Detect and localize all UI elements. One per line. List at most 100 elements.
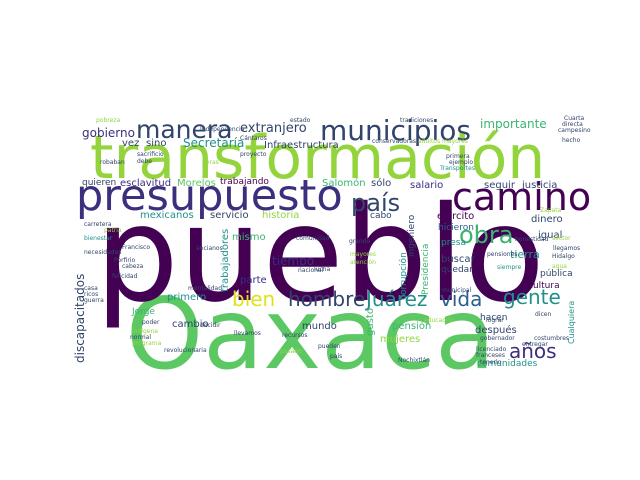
word-parte: parte	[240, 275, 267, 286]
word-zapata: Zapata	[540, 207, 562, 214]
word-obras: obras	[202, 159, 219, 166]
word-ejercito: ejército	[437, 210, 474, 222]
word-mundo: mundo	[302, 321, 337, 332]
word-indigena: indígena	[132, 328, 158, 335]
word-licenciado: licenciado	[476, 346, 507, 353]
word-normal: normal	[130, 334, 151, 341]
word-presupuesto: presupuesto	[76, 171, 343, 221]
word-trabajadores: trabajadores	[220, 229, 231, 292]
word-morelos: Morelos	[177, 178, 216, 189]
word-porfirio: Porfirio	[114, 257, 135, 264]
word-sector: sector	[552, 235, 571, 242]
word-patria: patria	[104, 227, 122, 234]
word-pobreza: pobreza	[96, 117, 120, 124]
word-primera: primera	[446, 153, 470, 160]
word-igual: igual	[538, 230, 562, 241]
word-oaxaca: Oaxaca	[126, 278, 495, 392]
word-estado: estado	[290, 117, 311, 124]
word-ejemplo: ejemplo	[449, 159, 473, 166]
word-salomon: Salomón	[322, 177, 366, 189]
word-extranjero: extranjero	[240, 121, 307, 136]
word-buscar: buscar	[441, 254, 476, 265]
word-dicen: dicen	[535, 311, 551, 318]
word-anos: años	[509, 339, 557, 363]
word-directa: directa	[562, 121, 583, 128]
word-recursos: recursos	[282, 332, 308, 339]
word-comunidad: comunidad	[296, 235, 330, 242]
word-hicieron: hicieron	[438, 223, 474, 233]
word-trabajando: trabajando	[220, 177, 269, 187]
word-quedar: quedar	[441, 265, 473, 275]
word-vez: vez	[122, 138, 139, 149]
word-independencia: Independencia	[200, 126, 245, 133]
word-despues: después	[475, 324, 517, 336]
word-pensiones: pensiones	[487, 251, 517, 258]
word-servicio: servicio	[210, 210, 249, 221]
word-salario: salario	[410, 180, 443, 191]
word-ingeniero: ingeniero	[407, 214, 417, 257]
word-comunidades: comunidades	[477, 359, 538, 369]
word-corrupcion: corrupción	[398, 252, 409, 300]
word-gusto: gusto	[365, 308, 376, 336]
word-pasado: pasado	[280, 348, 302, 355]
word-vida: vida	[440, 287, 482, 311]
word-hacen: hacen	[480, 313, 507, 323]
word-camino: camino	[452, 175, 591, 219]
word-honestidad: honestidad	[515, 236, 549, 243]
word-atencion: atención	[350, 259, 376, 266]
word-cabeza: cabeza	[122, 263, 144, 270]
word-tradiciones: tradiciones	[400, 117, 433, 124]
word-pension: pensión	[392, 320, 431, 332]
word-hidalgo: Hidalgo	[552, 253, 575, 260]
word-lucha: lucha	[314, 266, 331, 273]
word-casa: casa	[84, 285, 98, 292]
word-historia: historia	[262, 210, 299, 221]
word-nacional: nacional	[298, 267, 324, 274]
word-llegamos: llegamos	[553, 245, 580, 252]
word-gente: gente	[503, 285, 561, 309]
word-municipios: municipios	[320, 114, 471, 147]
word-siempre: siempre	[497, 264, 521, 271]
word-lograr: lograr	[486, 317, 504, 324]
word-guerra: guerra	[84, 297, 104, 304]
word-pais: país	[351, 189, 400, 217]
word-educacion: educación	[424, 317, 455, 324]
word-cambio: cambio	[172, 319, 209, 330]
word-costumbres: costumbres	[534, 335, 569, 342]
word-discapacitados: discapacitados	[73, 274, 87, 363]
word-mismo: mismo	[232, 232, 266, 243]
word-bien: bien	[232, 287, 275, 311]
word-hombre: hombre	[288, 287, 365, 311]
word-mayores: mayores	[350, 251, 376, 258]
word-ancianos: ancianos	[196, 245, 223, 252]
word-municipal: municipal	[442, 287, 472, 294]
word-dinero: dinero	[531, 214, 563, 225]
word-carretera: carretera	[84, 221, 112, 228]
word-sino: sino	[146, 138, 166, 149]
word-jorge: Jorge	[131, 307, 155, 317]
word-gobierno: gobierno	[82, 126, 135, 140]
word-transformacion: transformación	[90, 123, 545, 193]
word-solo: sólo	[371, 177, 391, 189]
word-adultos-mayores: adultos mayores	[418, 138, 468, 145]
word-decidir: decidir	[200, 322, 221, 329]
word-primero: primero	[167, 292, 206, 303]
word-robaban: robaban	[100, 159, 125, 166]
word-agua: agua	[552, 263, 567, 270]
word-pueblo: pueblo	[95, 178, 545, 332]
word-manera: manera	[136, 115, 233, 144]
word-grande: grande	[349, 238, 371, 245]
word-mujeres: mujeres	[380, 334, 420, 345]
word-seguir: seguir	[484, 180, 516, 191]
word-pueden: pueden	[318, 343, 341, 350]
word-sacrificio: sacrificio	[137, 151, 164, 158]
word-pais-small: país	[330, 353, 342, 360]
word-poder: poder	[142, 319, 160, 326]
word-mentalidad: mentalidad	[188, 285, 222, 292]
word-cabo: cabo	[370, 211, 392, 221]
word-felicidad: felicidad	[112, 273, 138, 280]
word-necesidades: necesidades	[84, 249, 121, 256]
word-mexicanos: mexicanos	[140, 210, 194, 221]
word-proyecto: proyecto	[240, 151, 267, 158]
